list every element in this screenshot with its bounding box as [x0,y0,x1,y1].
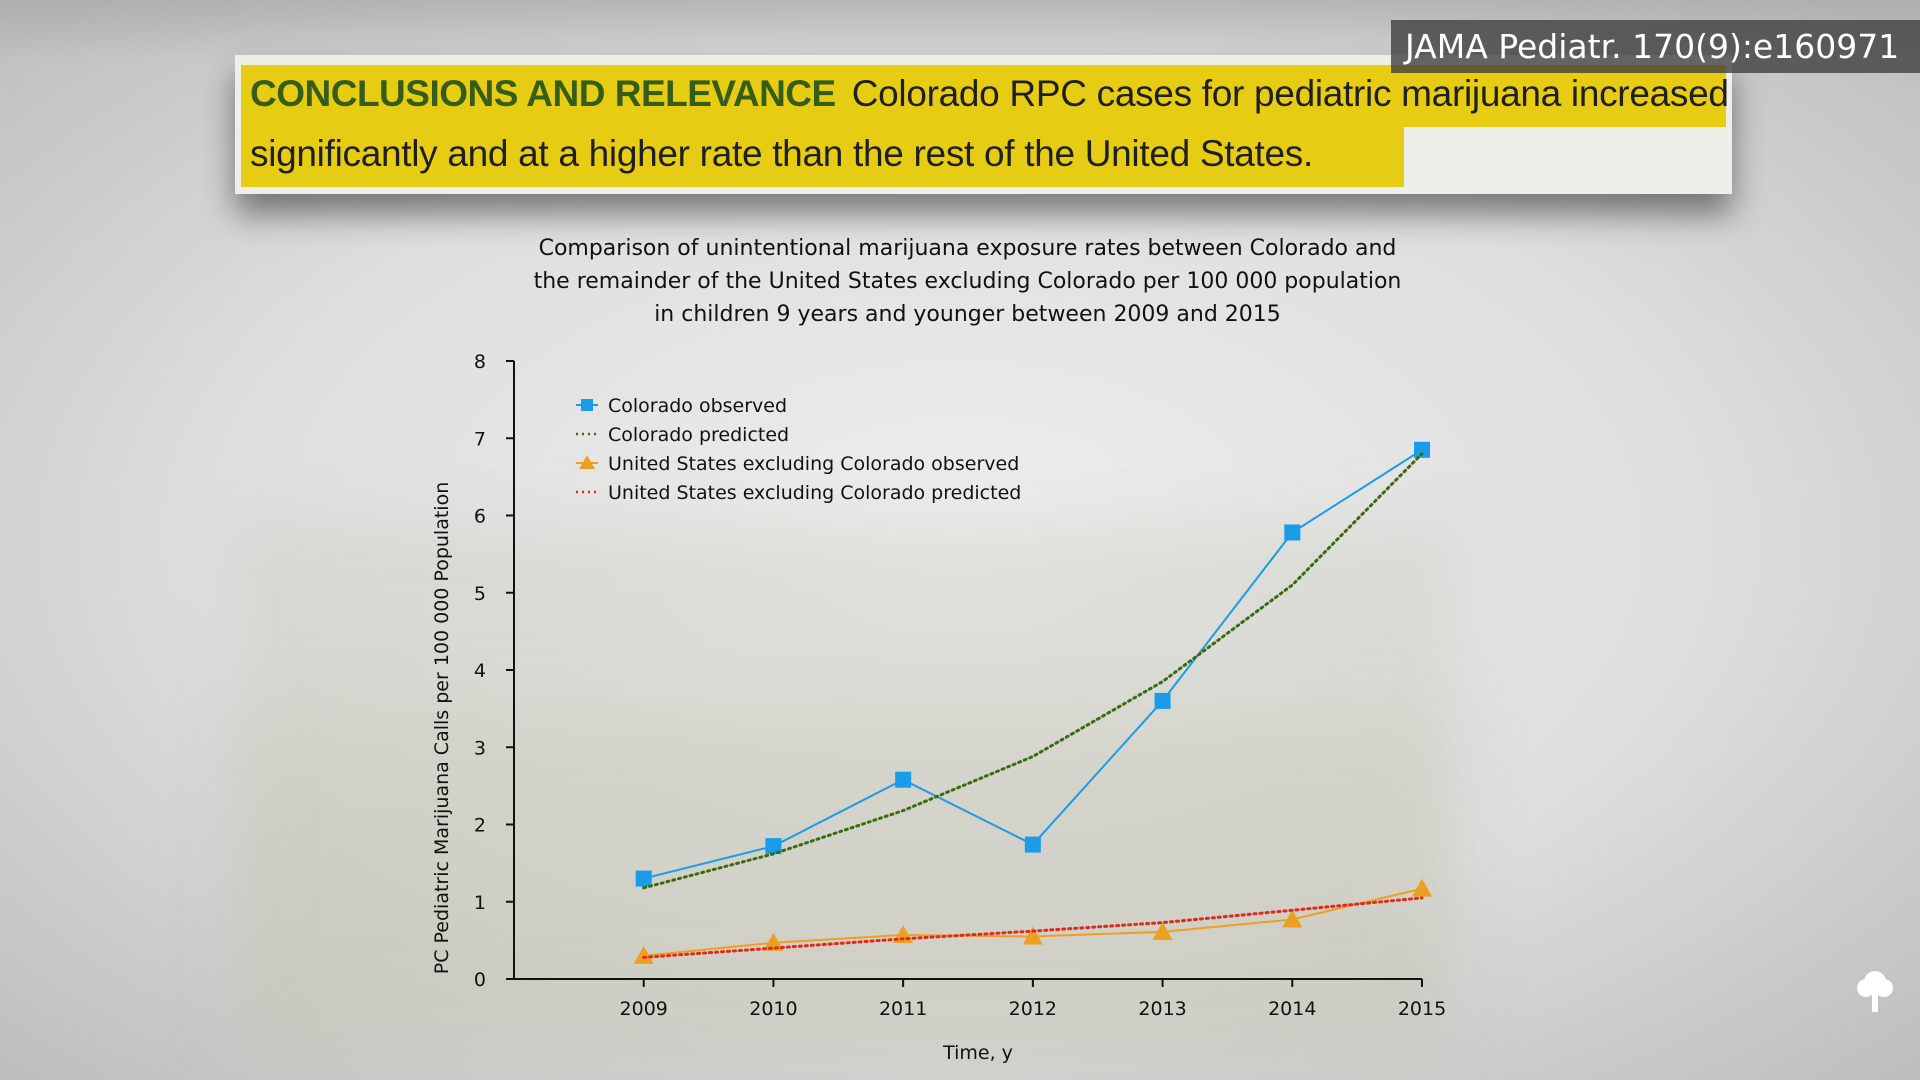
us-observed-point [1152,921,1173,940]
us-observed-point [1022,926,1043,945]
series-line-0 [642,448,1423,880]
legend-marker-square [581,399,593,411]
x-tick-label: 2011 [879,998,927,1020]
us-observed-point [1412,878,1432,897]
colorado-observed-point [1024,836,1041,853]
citation-badge: JAMA Pediatr. 170(9):e160971 [1391,20,1920,73]
y-tick-label: 7 [474,428,486,450]
legend-label-0: Colorado observed [608,395,787,417]
us-observed-point [763,932,784,951]
colorado-observed-point [1284,524,1301,541]
us-observed-point [633,945,654,964]
y-tick-label: 2 [474,815,486,837]
conclusion-line-1: CONCLUSIONS AND RELEVANCE Colorado RPC ca… [250,73,1729,115]
x-tick-label: 2012 [1009,998,1057,1020]
series-line-3 [642,896,1424,959]
chart-title: Comparison of unintentional marijuana ex… [490,232,1445,331]
y-tick-label: 8 [474,351,486,373]
legend-label-1: Colorado predicted [608,424,789,446]
x-tick-label: 2013 [1138,998,1186,1020]
y-tick-label: 4 [474,660,486,682]
y-tick-label: 6 [474,506,486,528]
legend-marker-triangle [579,455,595,469]
us-observed-point [1282,909,1303,928]
series-line-1 [642,452,1424,890]
x-axis-label: Time, y [942,1042,1013,1064]
chart-title-line-1: Comparison of unintentional marijuana ex… [538,236,1397,261]
blurred-background-text [230,520,1460,1080]
tree-icon [1857,971,1893,1012]
x-tick-label: 2015 [1398,998,1446,1020]
y-tick-label: 0 [474,969,486,991]
highlight-line-2 [241,127,1404,187]
x-tick-label: 2010 [749,998,797,1020]
x-tick-label: 2009 [620,998,668,1020]
chart-title-line-2: the remainder of the United States exclu… [533,269,1402,294]
y-tick-label: 5 [474,583,486,605]
colorado-observed-point [1154,692,1171,709]
y-axis-label: PC Pediatric Marijuana Calls per 100 000… [431,482,453,975]
legend-label-3: United States excluding Colorado predict… [608,482,1021,504]
conclusion-heading: CONCLUSIONS AND RELEVANCE [250,73,836,114]
conclusion-text-1: Colorado RPC cases for pediatric marijua… [851,73,1729,114]
conclusion-excerpt: CONCLUSIONS AND RELEVANCE Colorado RPC ca… [235,55,1732,194]
highlight-line-1 [241,65,1726,127]
series-line-2 [642,887,1423,957]
colorado-observed-point [765,838,782,855]
legend-label-2: United States excluding Colorado observe… [608,453,1019,475]
colorado-observed-point [895,771,912,788]
y-tick-label: 1 [474,892,486,914]
colorado-observed-point [1414,441,1430,458]
colorado-observed-point [635,870,652,887]
blurred-background-text-lower [240,720,1440,1020]
x-tick-label: 2014 [1268,998,1316,1020]
conclusion-line-2: significantly and at a higher rate than … [250,133,1313,174]
chart-title-line-3: in children 9 years and younger between … [654,302,1281,327]
y-tick-label: 3 [474,737,486,759]
